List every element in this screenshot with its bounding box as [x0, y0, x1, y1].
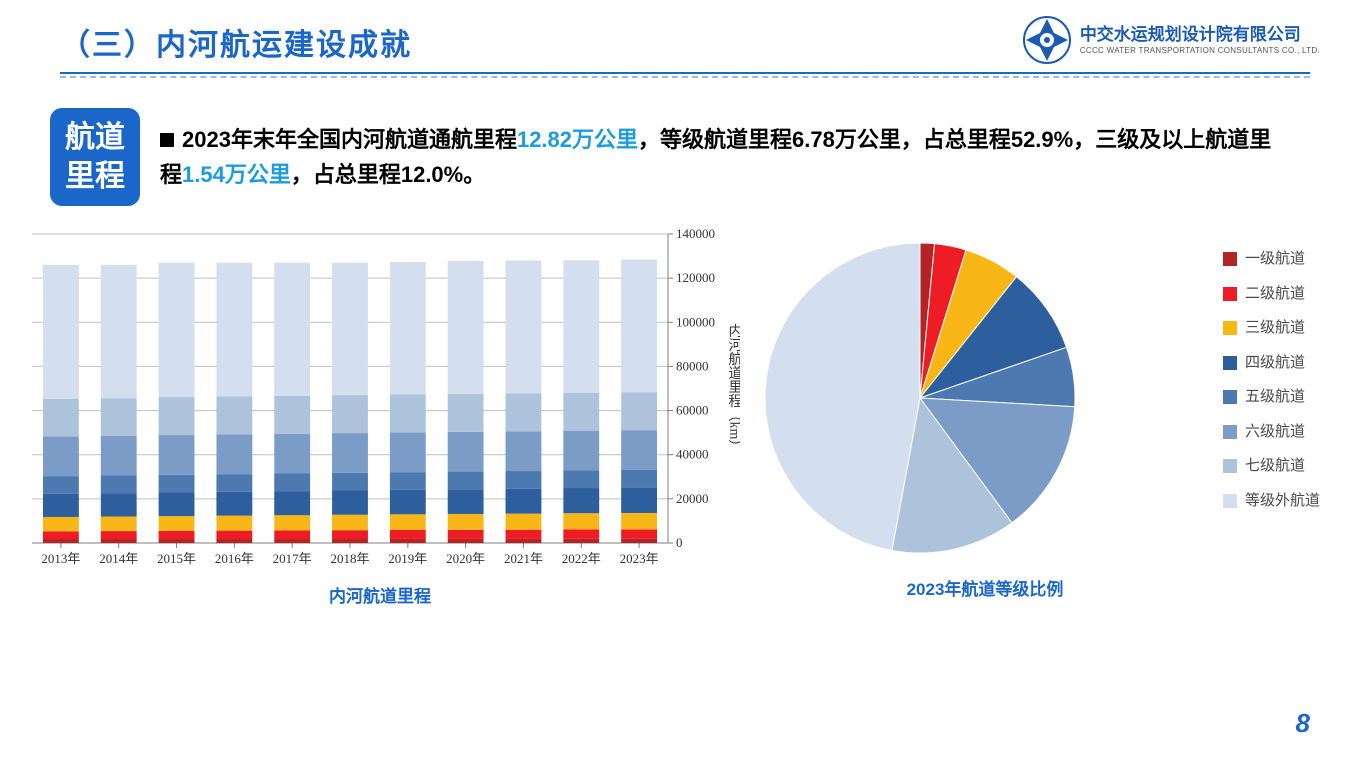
svg-text:100000: 100000 — [676, 314, 715, 329]
legend-item: 二级航道 — [1223, 277, 1320, 312]
summary-text: 2023年末年全国内河航道通航里程12.82万公里，等级航道里程6.78万公里，… — [160, 122, 1290, 192]
legend-swatch — [1223, 459, 1237, 473]
badge-waterway-mileage: 航道 里程 — [50, 108, 140, 206]
bar-chart: 0 20000 40000 60000 80000 100000 120000 140000 内… — [20, 226, 740, 607]
legend-swatch — [1223, 494, 1237, 508]
svg-text:60000: 60000 — [676, 403, 709, 418]
badge-line2: 里程 — [64, 157, 126, 196]
legend-item: 三级航道 — [1223, 311, 1320, 346]
legend-swatch — [1223, 287, 1237, 301]
svg-text:内河航道里程（km）: 内河航道里程（km） — [727, 324, 741, 454]
svg-text:2013年: 2013年 — [41, 551, 80, 566]
svg-text:0: 0 — [676, 535, 683, 550]
logo-icon — [1022, 15, 1072, 65]
svg-text:2014年: 2014年 — [99, 551, 138, 566]
svg-text:2020年: 2020年 — [446, 551, 485, 566]
legend-item: 等级外航道 — [1223, 484, 1320, 519]
divider-solid — [60, 72, 1310, 74]
company-name-en: CCCC WATER TRANSPORTATION CONSULTANTS CO… — [1080, 46, 1320, 55]
legend-label: 二级航道 — [1245, 277, 1305, 312]
svg-text:40000: 40000 — [676, 447, 709, 462]
svg-text:2017年: 2017年 — [273, 551, 312, 566]
svg-text:80000: 80000 — [676, 358, 709, 373]
legend-swatch — [1223, 356, 1237, 370]
legend-label: 五级航道 — [1245, 380, 1305, 415]
svg-text:2022年: 2022年 — [562, 551, 601, 566]
legend-swatch — [1223, 252, 1237, 266]
svg-text:120000: 120000 — [676, 270, 715, 285]
bar-chart-title: 内河航道里程 — [20, 582, 740, 607]
svg-text:2015年: 2015年 — [157, 551, 196, 566]
svg-text:140000: 140000 — [676, 226, 715, 241]
legend-label: 等级外航道 — [1245, 484, 1320, 519]
legend-label: 一级航道 — [1245, 242, 1305, 277]
legend-label: 四级航道 — [1245, 346, 1305, 381]
company-logo: 中交水运规划设计院有限公司 CCCC WATER TRANSPORTATION … — [1022, 15, 1320, 65]
pie-legend: 一级航道二级航道三级航道四级航道五级航道六级航道七级航道等级外航道 — [1223, 242, 1320, 518]
badge-line1: 航道 — [64, 118, 126, 157]
legend-label: 三级航道 — [1245, 311, 1305, 346]
legend-swatch — [1223, 425, 1237, 439]
bullet-icon — [160, 133, 174, 147]
legend-swatch — [1223, 390, 1237, 404]
legend-swatch — [1223, 321, 1237, 335]
legend-item: 六级航道 — [1223, 415, 1320, 450]
svg-text:2023年: 2023年 — [620, 551, 659, 566]
svg-text:2016年: 2016年 — [215, 551, 254, 566]
svg-text:2018年: 2018年 — [330, 551, 369, 566]
page-number: 8 — [1296, 708, 1310, 739]
legend-item: 一级航道 — [1223, 242, 1320, 277]
legend-item: 四级航道 — [1223, 346, 1320, 381]
svg-text:2019年: 2019年 — [388, 551, 427, 566]
pie-chart-title: 2023年航道等级比例 — [650, 575, 1320, 600]
legend-label: 六级航道 — [1245, 415, 1305, 450]
divider-dashed — [60, 76, 1310, 78]
svg-text:2021年: 2021年 — [504, 551, 543, 566]
legend-label: 七级航道 — [1245, 449, 1305, 484]
legend-item: 七级航道 — [1223, 449, 1320, 484]
svg-text:20000: 20000 — [676, 491, 709, 506]
company-name-cn: 中交水运规划设计院有限公司 — [1080, 25, 1320, 45]
legend-item: 五级航道 — [1223, 380, 1320, 415]
pie-chart: 一级航道二级航道三级航道四级航道五级航道六级航道七级航道等级外航道 2023年航… — [750, 226, 1320, 600]
